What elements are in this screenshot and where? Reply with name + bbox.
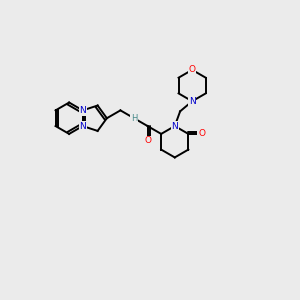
Text: O: O [198, 129, 205, 138]
Text: N: N [189, 97, 196, 106]
Text: N: N [171, 122, 178, 130]
Text: H: H [131, 114, 137, 123]
Text: O: O [189, 65, 196, 74]
Text: N: N [79, 122, 86, 130]
Text: N: N [79, 106, 86, 115]
Text: O: O [144, 136, 151, 146]
